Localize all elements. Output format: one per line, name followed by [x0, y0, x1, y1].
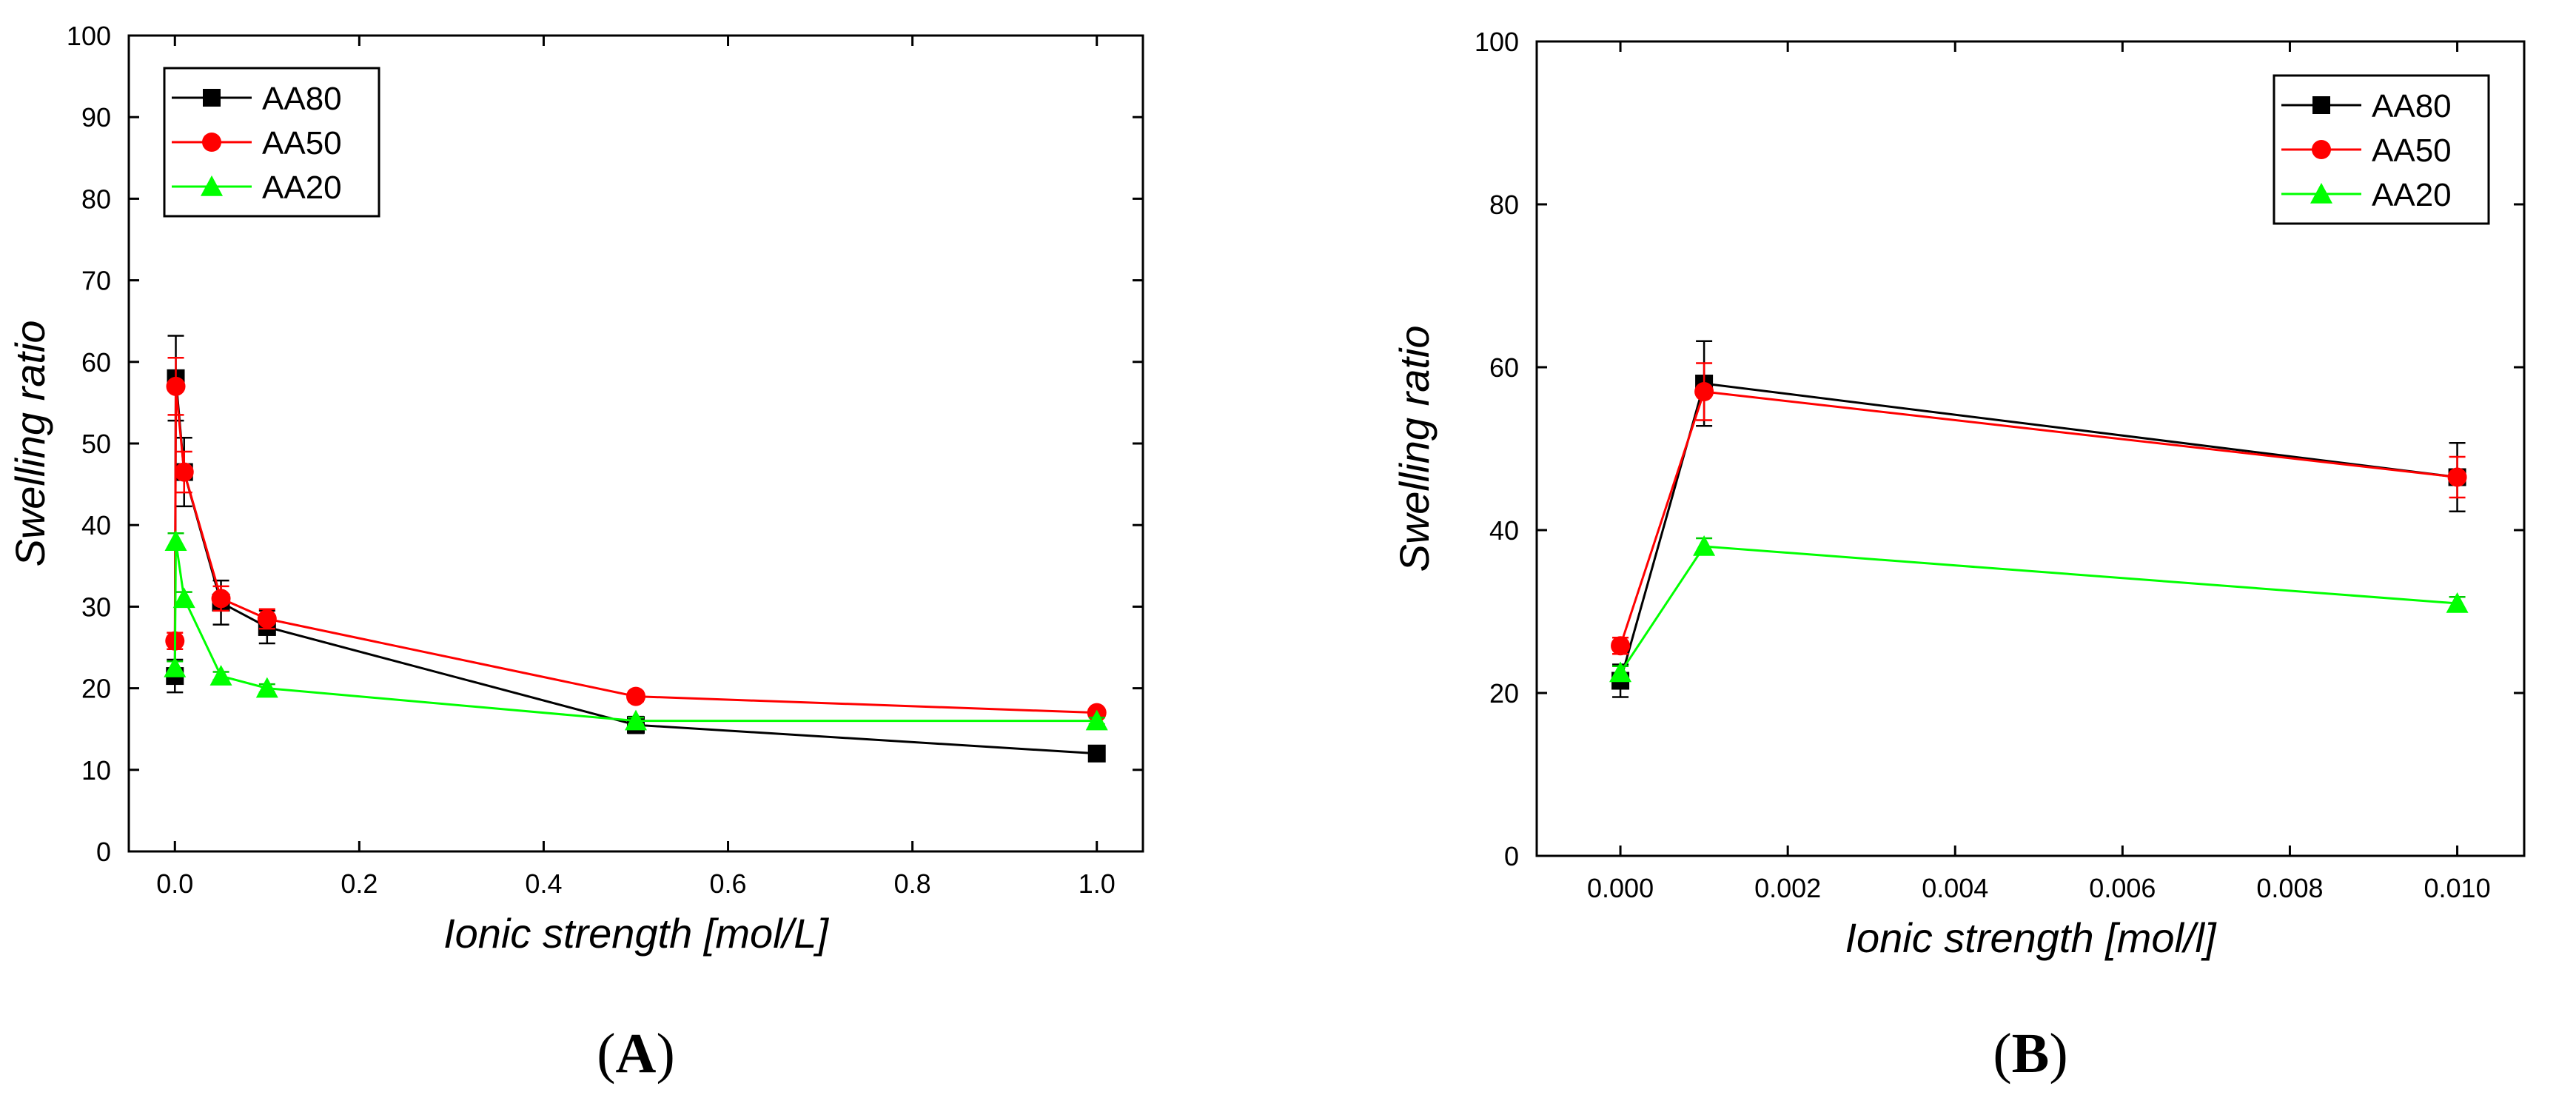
- y-axis-title: Swelling ratio: [1391, 325, 1438, 572]
- y-tick-label: 40: [81, 510, 111, 540]
- legend-label: AA80: [262, 81, 342, 117]
- data-point: [1087, 744, 1106, 763]
- panel-label: (A): [597, 1022, 675, 1085]
- x-tick-label: 0.004: [1922, 873, 1988, 903]
- panel-label-open: (: [1993, 1022, 2011, 1085]
- data-point: [164, 530, 187, 551]
- plot-frame: [1535, 40, 2526, 857]
- y-tick-label: 80: [1489, 190, 1519, 220]
- series-aa50: [1611, 362, 2467, 656]
- y-tick-label: 60: [1489, 352, 1519, 383]
- data-point: [1693, 535, 1716, 556]
- data-point: [1694, 382, 1714, 401]
- panel-label-close: ): [656, 1022, 674, 1085]
- x-tick-label: 1.0: [1079, 868, 1116, 899]
- data-point: [166, 376, 186, 396]
- y-tick-label: 30: [81, 592, 111, 622]
- series-line: [1619, 382, 2458, 681]
- x-axis-title: Ionic strength [mol/L]: [443, 910, 829, 957]
- panel-label-letter: B: [2012, 1022, 2050, 1085]
- legend-marker: [2310, 183, 2332, 204]
- y-tick-label: 50: [81, 429, 111, 459]
- series-aa50: [165, 357, 1107, 723]
- y-tick-label: 20: [81, 674, 111, 704]
- y-tick-label: 100: [67, 21, 111, 51]
- x-tick-label: 0.002: [1754, 873, 1821, 903]
- y-tick-label: 20: [1489, 678, 1519, 709]
- data-point: [209, 665, 232, 686]
- data-point: [174, 462, 194, 482]
- y-tick-label: 10: [81, 755, 111, 786]
- data-point: [1611, 636, 1631, 656]
- series-line: [1619, 390, 2458, 646]
- panel-label: (B): [1993, 1022, 2067, 1085]
- panel-label-letter: A: [616, 1022, 657, 1085]
- y-tick-label: 0: [96, 837, 111, 867]
- legend-marker: [2312, 96, 2330, 114]
- legend-label: AA50: [262, 125, 342, 161]
- x-tick-label: 0.8: [894, 868, 931, 899]
- x-tick-label: 0.4: [525, 868, 562, 899]
- series-line: [173, 386, 1097, 714]
- data-point: [255, 677, 278, 698]
- legend-marker: [202, 133, 221, 152]
- data-point: [2447, 467, 2467, 487]
- series-aa80: [1611, 340, 2466, 698]
- data-point: [626, 686, 645, 706]
- y-axis-title: Swelling ratio: [7, 320, 53, 566]
- y-tick-label: 40: [1489, 515, 1519, 546]
- panel-b-chart: 0 20 40 60 80 100 0.000 0.002 0.004 0.006 0.008 0.0…: [1391, 27, 2526, 1085]
- y-tick-label: 90: [81, 102, 111, 133]
- x-tick-label: 0.008: [2256, 873, 2323, 903]
- legend-marker: [203, 89, 221, 107]
- y-tick-label: 70: [81, 266, 111, 296]
- data-point: [172, 587, 195, 609]
- x-tick-label: 0.6: [710, 868, 747, 899]
- series-aa20: [1609, 535, 2469, 683]
- legend-marker: [2312, 140, 2331, 159]
- legend-label: AA20: [2372, 177, 2452, 213]
- panel-label-open: (: [597, 1022, 615, 1085]
- y-tick-label: 100: [1475, 27, 1519, 57]
- data-point: [164, 657, 187, 677]
- panel-label-close: ): [2049, 1022, 2067, 1085]
- x-tick-label: 0.006: [2089, 873, 2156, 903]
- x-tick-label: 0.0: [156, 868, 193, 899]
- data-point: [1609, 661, 1632, 683]
- legend-label: AA20: [262, 170, 342, 206]
- y-tick-label: 80: [81, 184, 111, 214]
- series-line: [1619, 545, 2458, 674]
- data-point: [211, 589, 231, 609]
- y-tick-label: 60: [81, 347, 111, 378]
- legend-label: AA50: [2372, 133, 2452, 169]
- data-point: [1085, 709, 1108, 731]
- x-axis-title: Ionic strength [mol/l]: [1845, 914, 2217, 961]
- x-tick-label: 0.000: [1587, 873, 1654, 903]
- legend: AA80 AA50 AA20: [163, 67, 380, 218]
- x-tick-label: 0.010: [2424, 873, 2491, 903]
- x-tick-label: 0.2: [341, 868, 378, 899]
- series-aa20: [164, 530, 1108, 731]
- legend-label: AA80: [2372, 88, 2452, 124]
- legend-marker: [201, 175, 223, 196]
- data-point: [2446, 592, 2469, 613]
- panel-a-chart: 0 10 20 30 40 50 60 70 80 90 100 0.0 0.2 0.4 0.6 0.8 1.0…: [7, 21, 1144, 1085]
- data-point: [257, 609, 277, 629]
- data-point: [625, 709, 647, 731]
- legend: AA80 AA50 AA20: [2273, 74, 2490, 225]
- y-tick-label: 0: [1504, 841, 1519, 871]
